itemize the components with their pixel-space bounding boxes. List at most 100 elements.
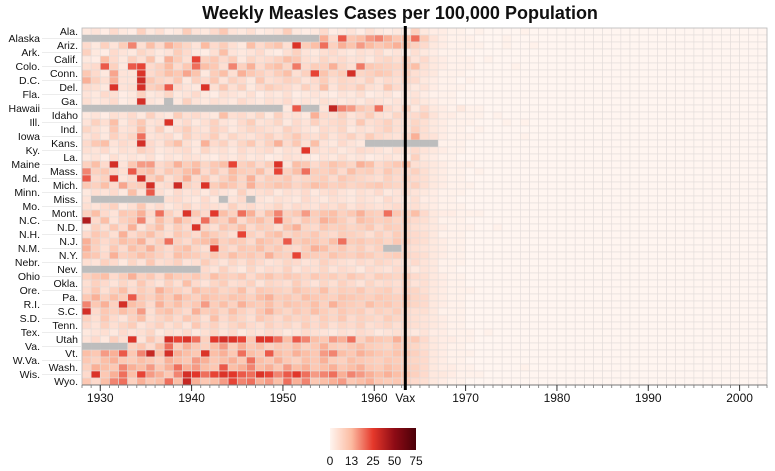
heatmap-cell — [602, 160, 613, 169]
heatmap-cell — [337, 69, 348, 78]
heatmap-cell — [721, 104, 731, 113]
heatmap-cell — [364, 363, 375, 372]
heatmap-cell — [209, 160, 220, 169]
heatmap-cell — [702, 118, 713, 127]
heatmap-cell — [657, 118, 667, 127]
heatmap-cell — [538, 76, 549, 85]
heatmap-cell — [501, 62, 512, 71]
heatmap-cell — [136, 97, 147, 106]
heatmap-cell — [520, 181, 530, 190]
heatmap-cell — [593, 272, 603, 281]
heatmap-cell — [383, 62, 393, 71]
heatmap-cell — [556, 139, 567, 148]
heatmap-cell — [547, 195, 558, 204]
heatmap-cell — [392, 195, 402, 204]
heatmap-cell — [647, 118, 658, 127]
heatmap-cell — [255, 125, 265, 134]
heatmap-cell — [227, 286, 238, 295]
heatmap-cell — [684, 321, 695, 330]
heatmap-cell — [748, 223, 759, 232]
heatmap-cell — [456, 237, 466, 246]
heatmap-cell — [328, 90, 339, 99]
heatmap-cell — [638, 279, 649, 288]
heatmap-cell — [373, 34, 384, 43]
heatmap-cell — [373, 328, 384, 337]
heatmap-cell — [99, 230, 110, 239]
heatmap-cell — [702, 272, 713, 281]
heatmap-cell — [647, 125, 658, 134]
heatmap-cell — [154, 335, 165, 344]
heatmap-cell — [693, 307, 704, 316]
heatmap-cell — [437, 314, 448, 323]
heatmap-cell — [282, 321, 293, 330]
heatmap-cell — [145, 251, 156, 260]
y-axis-label: La. — [63, 152, 78, 164]
heatmap-cell — [392, 132, 402, 141]
heatmap-cell — [474, 307, 485, 316]
heatmap-cell — [492, 251, 503, 260]
heatmap-cell — [145, 202, 156, 211]
heatmap-cell — [547, 321, 558, 330]
heatmap-cell — [236, 188, 247, 197]
heatmap-cell — [510, 244, 521, 253]
heatmap-cell — [319, 153, 329, 162]
heatmap-cell — [547, 83, 558, 92]
heatmap-cell — [99, 202, 110, 211]
heatmap-cell — [282, 335, 293, 344]
heatmap-cell — [574, 251, 585, 260]
heatmap-cell — [282, 41, 293, 50]
heatmap-cell — [611, 279, 622, 288]
heatmap-cell — [310, 209, 320, 218]
heatmap-cell — [693, 244, 704, 253]
heatmap-cell — [173, 139, 183, 148]
heatmap-cell — [447, 153, 457, 162]
heatmap-cell — [282, 342, 293, 351]
heatmap-cell — [291, 41, 302, 50]
heatmap-cell — [693, 265, 704, 274]
heatmap-cell — [300, 286, 311, 295]
heatmap-cell — [410, 377, 421, 386]
heatmap-cell — [456, 27, 466, 36]
heatmap-cell — [154, 377, 165, 386]
heatmap-cell — [702, 76, 713, 85]
heatmap-cell — [300, 377, 311, 386]
heatmap-cell — [739, 335, 750, 344]
heatmap-cell — [510, 139, 521, 148]
heatmap-cell — [730, 307, 740, 316]
heatmap-cell — [364, 188, 375, 197]
heatmap-cell — [246, 125, 256, 134]
heatmap-cell — [657, 370, 667, 379]
heatmap-cell — [373, 279, 384, 288]
heatmap-cell — [465, 307, 476, 316]
heatmap-cell — [236, 223, 247, 232]
heatmap-cell — [602, 181, 613, 190]
heatmap-cell — [657, 300, 667, 309]
heatmap-cell — [255, 90, 265, 99]
heatmap-cell — [629, 139, 640, 148]
heatmap-cell — [693, 69, 704, 78]
heatmap-cell — [520, 293, 530, 302]
heatmap-cell — [90, 125, 101, 134]
heatmap-cell — [666, 118, 676, 127]
heatmap-cell — [520, 223, 530, 232]
heatmap-cell — [209, 104, 220, 113]
heatmap-cell — [300, 370, 311, 379]
heatmap-cell — [684, 251, 695, 260]
heatmap-cell — [538, 370, 549, 379]
heatmap-cell — [209, 76, 220, 85]
heatmap-cell — [127, 83, 138, 92]
heatmap-cell — [702, 230, 713, 239]
heatmap-cell — [629, 314, 640, 323]
heatmap-cell — [593, 146, 603, 155]
heatmap-cell — [565, 41, 576, 50]
heatmap-cell — [90, 139, 101, 148]
heatmap-cell — [721, 188, 731, 197]
heatmap-cell — [319, 223, 329, 232]
heatmap-cell — [465, 216, 476, 225]
heatmap-cell — [182, 146, 192, 155]
heatmap-cell — [584, 167, 594, 176]
heatmap-cell — [657, 195, 667, 204]
heatmap-cell — [182, 209, 192, 218]
y-axis-label: Mich. — [53, 180, 78, 192]
